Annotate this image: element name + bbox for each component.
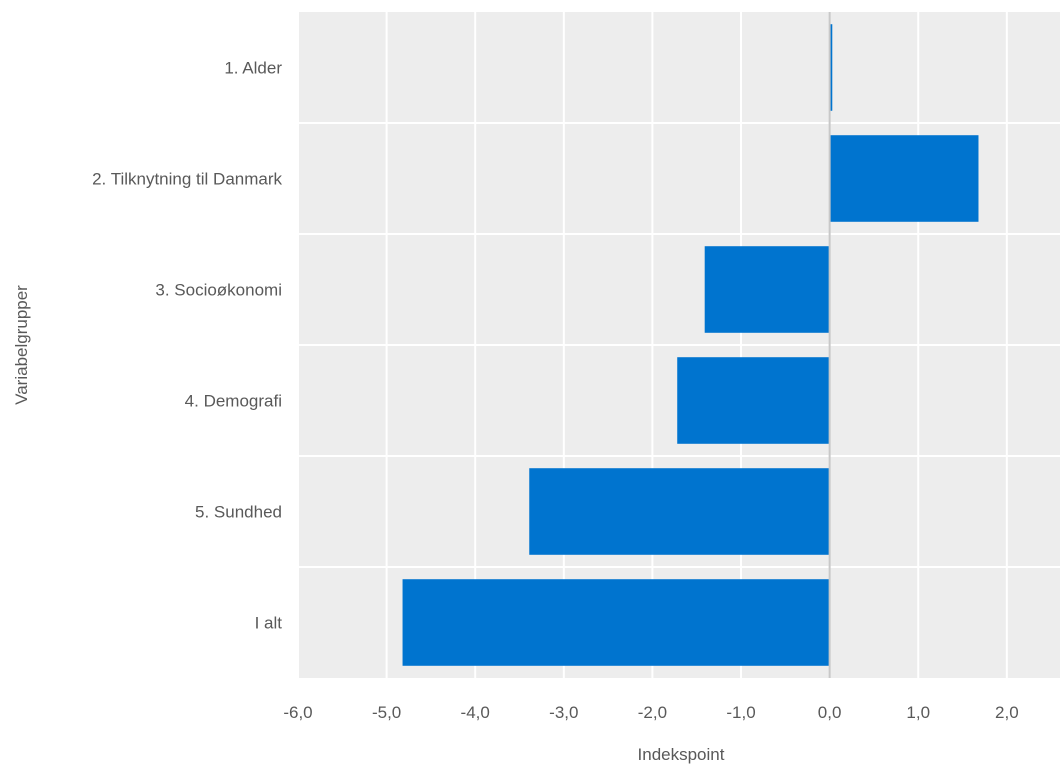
- bar-layer: [402, 24, 979, 666]
- y-tick-label: 4. Demografi: [185, 392, 282, 411]
- x-tick-label: -5,0: [372, 703, 401, 722]
- grid-layer: [297, 12, 1060, 678]
- y-axis-label: Variabelgrupper: [12, 285, 31, 405]
- y-tick-label: 3. Socioøkonomi: [155, 281, 282, 300]
- bar: [402, 579, 830, 666]
- x-tick-label: -1,0: [726, 703, 755, 722]
- bar: [829, 24, 833, 111]
- bar: [704, 246, 830, 333]
- x-axis-label: Indekspoint: [638, 745, 725, 764]
- x-tick-labels: -6,0 -5,0 -4,0 -3,0 -2,0 -1,0 0,0 1,0 2,0: [283, 703, 1018, 722]
- bar: [677, 357, 830, 444]
- y-tick-label: 1. Alder: [224, 59, 282, 78]
- y-tick-labels: 1. Alder 2. Tilknytning til Danmark 3. Soc…: [92, 59, 282, 633]
- x-tick-label: 1,0: [906, 703, 930, 722]
- y-tick-label: 2. Tilknytning til Danmark: [92, 170, 282, 189]
- x-tick-label: 0,0: [818, 703, 842, 722]
- x-tick-label: -4,0: [461, 703, 490, 722]
- bar: [829, 135, 979, 222]
- y-tick-label: 5. Sundhed: [195, 503, 282, 522]
- x-tick-label: 2,0: [995, 703, 1019, 722]
- bar: [529, 468, 830, 555]
- x-tick-label: -3,0: [549, 703, 578, 722]
- x-tick-label: -2,0: [638, 703, 667, 722]
- y-tick-label: I alt: [255, 614, 283, 633]
- x-tick-label: -6,0: [283, 703, 312, 722]
